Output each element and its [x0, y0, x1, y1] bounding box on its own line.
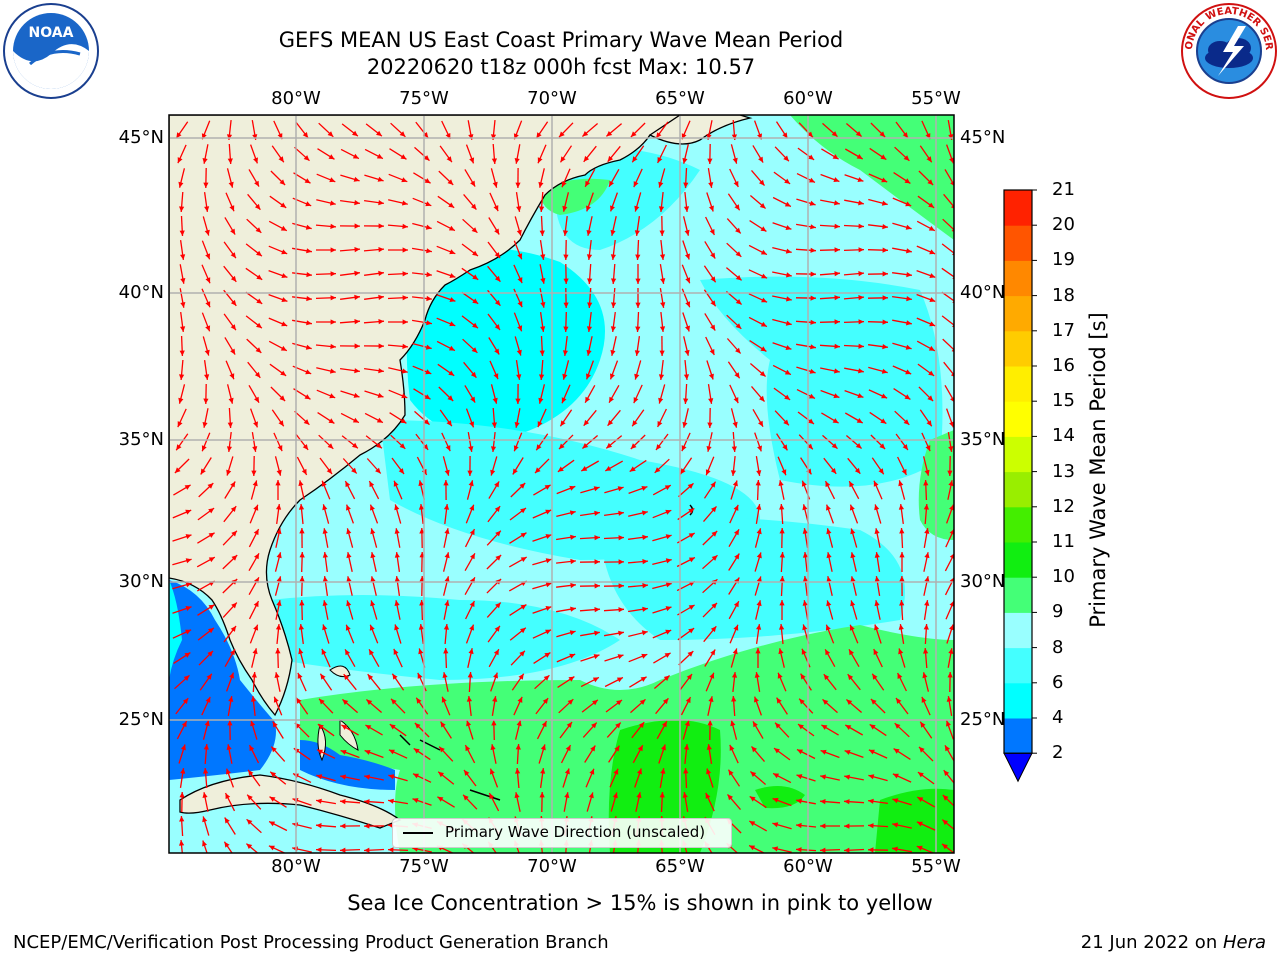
colorbar-tick-label: 10	[1052, 566, 1075, 588]
colorbar-tick-label: 9	[1052, 601, 1064, 623]
tick-label: 25°N	[960, 709, 1006, 730]
colorbar-tick-label: 8	[1052, 636, 1064, 658]
sea-ice-note: Sea Ice Concentration > 15% is shown in …	[347, 891, 933, 915]
tick-label: 70°W	[527, 856, 577, 877]
colorbar-segment	[1004, 471, 1032, 508]
cuba-land	[179, 774, 402, 829]
legend-label: Primary Wave Direction (unscaled)	[445, 823, 706, 841]
colorbar-segment	[1004, 436, 1032, 473]
colorbar-segment	[1004, 682, 1032, 719]
colorbar-tick-label: 13	[1052, 460, 1075, 482]
colorbar-segment	[1004, 718, 1032, 754]
footer-date: 21 Jun 2022 on Hera	[1081, 932, 1266, 953]
colorbar-segment	[1004, 542, 1032, 578]
tick-label: 55°W	[911, 856, 961, 877]
colorbar-segment	[1004, 401, 1032, 437]
tick-label: 40°N	[118, 282, 164, 303]
lat-lon-grid	[169, 115, 954, 853]
period-region-6s	[406, 246, 605, 440]
colorbar-under-triangle	[1003, 752, 1033, 783]
period-region-8s	[270, 595, 620, 680]
colorbar-tick-label: 6	[1052, 671, 1064, 693]
footer-host: Hera	[1222, 932, 1266, 953]
tick-label: 80°W	[271, 856, 321, 877]
footer-credit: NCEP/EMC/Verification Post Processing Pr…	[13, 932, 609, 953]
colorbar-tick-label: 19	[1052, 249, 1075, 271]
tick-label: 75°W	[399, 88, 449, 109]
noaa-logo: NOAA	[3, 3, 99, 99]
colorbar-tick-label: 14	[1052, 425, 1075, 447]
period-region-10s	[755, 786, 805, 809]
tick-label: 35°N	[960, 429, 1006, 450]
tick-label: 30°N	[960, 571, 1006, 592]
colorbar-tick-label: 12	[1052, 495, 1075, 517]
colorbar-tick-label: 18	[1052, 284, 1075, 306]
colorbar-segment	[1004, 225, 1032, 261]
colorbar-tick-label: 15	[1052, 390, 1075, 412]
tick-label: 30°N	[118, 571, 164, 592]
tick-label: 35°N	[118, 429, 164, 450]
tick-label: 60°W	[783, 88, 833, 109]
bahamas-land	[329, 665, 351, 678]
tick-label: 40°N	[960, 282, 1006, 303]
map-subtitle: 20220620 t18z 000h fcst Max: 10.57	[366, 55, 756, 79]
colorbar-segment	[1004, 506, 1032, 543]
colorbar-segment	[1004, 260, 1032, 297]
period-region-4s	[169, 580, 276, 780]
colorbar-segment	[1004, 577, 1032, 613]
footer-date-text: 21 Jun 2022 on	[1080, 932, 1223, 953]
tick-label: 75°W	[399, 856, 449, 877]
colorbar-tick-label: 16	[1052, 355, 1075, 376]
colorbar-segment	[1004, 330, 1032, 367]
colorbar-segment	[1004, 612, 1032, 649]
wave-direction-arrows	[172, 119, 954, 853]
colorbar-segment	[1004, 366, 1032, 402]
tick-label: 70°W	[527, 88, 577, 109]
legend-line-swatch	[403, 832, 433, 834]
noaa-logo-text: NOAA	[29, 25, 74, 41]
tick-label: 65°W	[655, 88, 705, 109]
tick-label: 65°W	[655, 856, 705, 877]
period-region-8s	[700, 276, 943, 487]
period-region-8s	[600, 516, 905, 640]
tick-label: 80°W	[271, 88, 321, 109]
map-frame	[168, 114, 955, 854]
nws-logo: NATIONAL WEATHER SERVICE	[1178, 2, 1277, 99]
colorbar-tick-label: 2	[1052, 742, 1064, 764]
period-region-10s	[875, 788, 954, 853]
colorbar-tick-label: 21	[1052, 179, 1075, 200]
period-region-6s	[169, 580, 182, 680]
tick-label: 45°N	[118, 127, 164, 148]
map-title: GEFS MEAN US East Coast Primary Wave Mea…	[278, 28, 844, 52]
tick-label: 25°N	[118, 709, 164, 730]
tick-label: 60°W	[783, 856, 833, 877]
colorbar	[1003, 189, 1037, 783]
colorbar-tick-label: 20	[1052, 214, 1075, 236]
colorbar-tick-label: 4	[1052, 707, 1064, 728]
map-legend: Primary Wave Direction (unscaled)	[392, 818, 732, 848]
colorbar-segment	[1004, 190, 1032, 226]
tick-label: 55°W	[911, 88, 961, 109]
period-region-9s	[790, 115, 954, 240]
colorbar-tick-label: 17	[1052, 319, 1075, 341]
colorbar-segment	[1004, 295, 1032, 332]
colorbar-tick-label: 11	[1052, 531, 1075, 552]
colorbar-label: Primary Wave Mean Period [s]	[1086, 312, 1110, 628]
tick-label: 45°N	[960, 127, 1006, 148]
colorbar-segment	[1004, 647, 1032, 684]
period-region-9s	[540, 178, 610, 215]
